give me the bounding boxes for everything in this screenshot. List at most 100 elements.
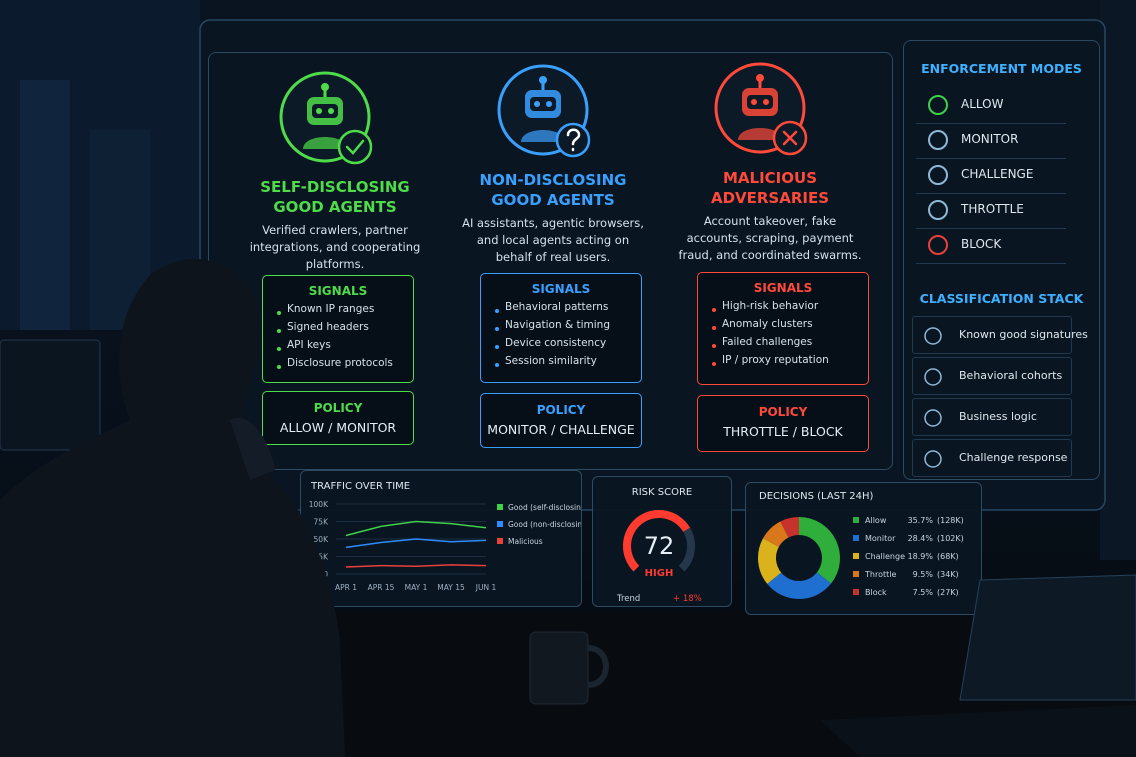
legend-label: Challenge [865,552,905,561]
mode-icon-ring [928,130,948,150]
y-tick-label: 50K [314,535,330,544]
antenna-tip [756,74,764,82]
value-label: 28.4% [908,534,934,543]
signal-bullet [712,344,716,348]
mode-icon-ring [928,200,948,220]
signal-item: IP / proxy reputation [722,354,829,366]
gauge: 72 HIGH [623,510,695,579]
legend-swatch [853,553,859,559]
robot-eye [751,99,757,105]
signal-bullet [495,327,499,331]
count-label: (102K) [937,534,964,543]
robot-face [747,95,773,109]
policy-box: POLICY MONITOR / CHALLENGE [480,393,642,448]
card-description: Verified crawlers, partner integrations,… [249,223,421,271]
donut-slice [780,517,800,538]
donut-slice [767,571,832,599]
gauge-arc [623,510,690,572]
widget-title: TRAFFIC OVER TIME [311,481,411,492]
mode-label: BLOCK [961,237,1002,251]
y-tick-label: 25K [314,553,330,562]
y-tick-label: 100K [309,500,329,509]
legend-label: Allow [865,516,887,525]
signals-title: SIGNALS [531,282,591,296]
signal-bullet [712,308,716,312]
robot-face [530,97,556,111]
signal-item: Session similarity [505,355,597,367]
policy-title: POLICY [313,401,363,415]
badge-glyph [566,128,581,152]
signal-bullet [495,363,499,367]
divider [916,193,1066,194]
robot-eye [316,108,322,114]
value-label: 7.5% [913,588,934,597]
stack-row [912,316,1072,354]
mode-icon [928,165,948,185]
robot-eye [546,101,552,107]
stack-icon-ring [924,368,942,386]
legend-swatch [853,571,859,577]
y-tick-label: 75K [314,518,330,527]
trend-label: Trend [617,594,641,604]
side-panel: ENFORCEMENT MODES ALLOW MONITOR CHALLENGE TH… [903,40,1100,480]
line-chart: 100K 75K 50K 25K 0 APR 1 APR 15 MAY 1 MAY 15 JUN … [309,500,581,592]
policy-box: POLICY ALLOW / MONITOR [262,391,414,445]
card-title: NON-DISCLOSING GOOD AGENTS [479,171,627,209]
legend-swatch [853,589,859,595]
x-tick-label: APR 1 [335,583,357,592]
x-tick-label: MAY 1 [405,583,428,592]
card-title: MALICIOUS ADVERSARIES [710,169,830,207]
mode-label: MONITOR [961,132,1019,146]
robot-body [521,130,565,142]
card-title: SELF-DISCLOSING GOOD AGENTS [260,178,410,216]
mode-icon [928,200,948,220]
mode-icon [928,235,948,255]
badge [555,122,591,158]
stack-icon-ring [924,450,942,468]
robot-eye [328,108,334,114]
stack-row [912,357,1072,395]
signals-box: SIGNALS High-risk behavior Anomaly cluster… [697,272,869,385]
stack-icon [924,409,942,427]
mode-icon-ring [928,235,948,255]
widget: TRAFFIC OVER TIME 100K 75K 50K 25K 0 APR 1 APR … [300,470,582,607]
mode-icon-ring [928,95,948,115]
mode-icon [928,95,948,115]
mode-label: CHALLENGE [961,167,1034,181]
badge-glyph [345,139,365,155]
series-line [345,538,487,549]
signal-item: Navigation & timing [505,319,610,331]
value-label: 9.5% [913,570,934,579]
signal-item: Anomaly clusters [722,318,813,330]
badge-glyph [782,130,798,146]
stack-icon-ring [924,409,942,427]
robot-body [738,128,782,140]
legend-swatch [497,538,503,544]
mode-label: ALLOW [961,97,1004,111]
legend-label: Throttle [864,570,896,579]
signals-box: SIGNALS Known IP ranges Signed headers API … [262,275,414,383]
signal-bullet [277,347,281,351]
card-description: Account takeover, fake accounts, scrapin… [678,214,862,262]
stack-label: Challenge response [959,451,1068,464]
legend-label: Good (self-disclosing) [508,503,581,512]
card-description: AI assistants, agentic browsers, and loc… [462,216,644,264]
stack-icon [924,327,942,345]
legend-label: Good (non-disclosing) [508,520,581,529]
antenna-tip [321,83,329,91]
stack-row [912,398,1072,436]
policy-text: MONITOR / CHALLENGE [487,422,635,437]
policy-text: THROTTLE / BLOCK [723,424,843,439]
divider [916,228,1066,229]
signal-item: High-risk behavior [722,300,819,312]
stack-label: Business logic [959,410,1037,423]
mode-icon [928,130,948,150]
legend-label: Malicious [508,537,543,546]
donut-slice [798,517,840,584]
legend-swatch [497,504,503,510]
trend-value: + 18% [673,594,702,604]
signal-item: Signed headers [287,321,369,333]
count-label: (128K) [937,516,964,525]
count-label: (68K) [937,552,959,561]
